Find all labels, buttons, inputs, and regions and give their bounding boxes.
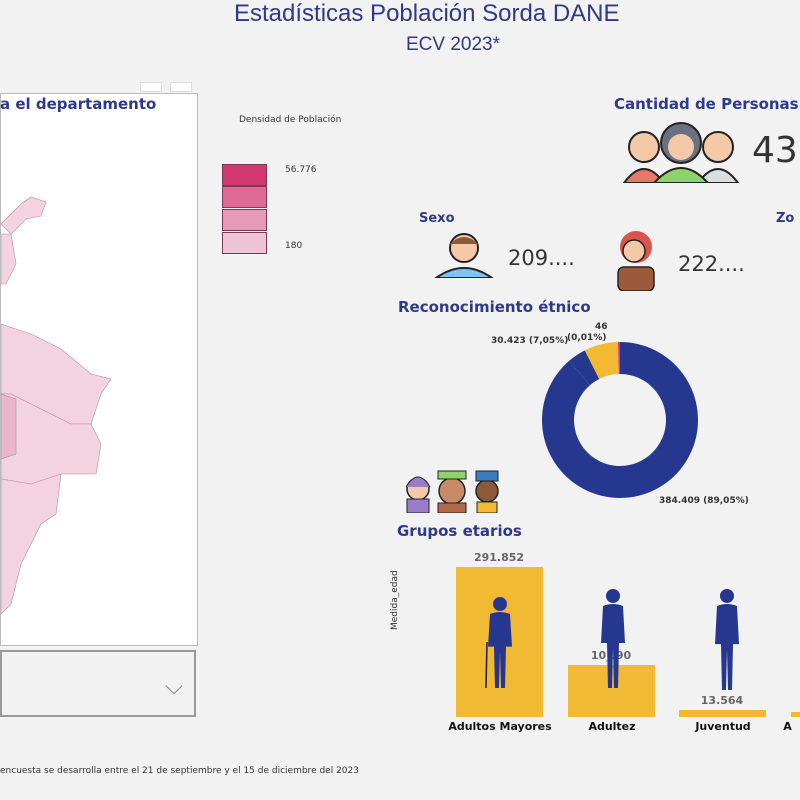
donut-slice[interactable] <box>617 342 620 375</box>
bar-value-label: 291.852 <box>473 551 525 564</box>
donut-slice[interactable] <box>584 342 619 379</box>
map-title: a el departamento <box>0 95 157 113</box>
person-silhouette-icon <box>598 588 628 688</box>
etnico-donut-chart[interactable] <box>520 330 720 520</box>
toolbar-button[interactable] <box>140 82 162 92</box>
legend-min: 180 <box>285 241 303 251</box>
slice-label: 384.409 (89,05%) <box>659 496 749 506</box>
female-icon <box>617 231 655 291</box>
etnico-title: Reconocimiento étnico <box>398 298 591 316</box>
footnote: encuesta se desarrolla entre el 21 de se… <box>0 766 359 776</box>
legend-swatch <box>222 164 267 186</box>
hombres-value: 209.... <box>508 246 575 270</box>
map-region <box>0 393 17 460</box>
map-region <box>0 473 62 615</box>
bar-3[interactable] <box>791 712 800 717</box>
edad-chart-title: Grupos etarios <box>397 522 522 540</box>
donut-slice[interactable] <box>542 342 698 498</box>
slice-label: 30.423 (7,05%) <box>491 336 569 346</box>
people-group-icon <box>622 122 740 183</box>
map-region <box>0 196 47 235</box>
bar-2[interactable] <box>679 710 766 717</box>
zona-title: Zo <box>776 211 795 226</box>
bar-category-label: Adultez <box>588 720 636 733</box>
male-icon <box>434 233 494 278</box>
dashboard-title: Estadísticas Población Sorda DANE <box>234 0 620 27</box>
mujeres-value: 222.... <box>678 252 745 276</box>
bar-category-label: A <box>783 720 792 733</box>
elderly-silhouette-icon <box>485 596 515 689</box>
map-panel[interactable] <box>0 93 198 646</box>
map-region <box>0 233 17 285</box>
department-filter-dropdown[interactable] <box>0 650 196 717</box>
bar-category-label: Juventud <box>695 720 751 733</box>
ethnic-people-icon <box>405 470 499 513</box>
bar-category-label: Adultos Mayores <box>448 720 552 733</box>
donut-slice[interactable] <box>569 350 600 386</box>
toolbar-button[interactable] <box>170 82 192 92</box>
legend-max: 56.776 <box>285 165 317 175</box>
colombia-map[interactable] <box>0 94 197 645</box>
dashboard-subtitle: ECV 2023* <box>406 34 501 55</box>
person-silhouette-icon <box>712 588 742 690</box>
sexo-title: Sexo <box>419 211 455 226</box>
legend-title: Densidad de Población <box>239 115 342 125</box>
y-axis-label: Medida_edad <box>390 570 400 630</box>
cantidad-title: Cantidad de Personas <box>614 95 799 113</box>
legend-swatch <box>222 232 267 254</box>
legend-swatch <box>222 186 267 208</box>
slice-label: (0,01%) <box>567 333 607 343</box>
total-personas-value: 43 <box>752 130 798 171</box>
legend-swatch <box>222 209 267 231</box>
slice-label: 46 <box>595 322 608 332</box>
bar-value-label: 13.564 <box>700 694 744 708</box>
